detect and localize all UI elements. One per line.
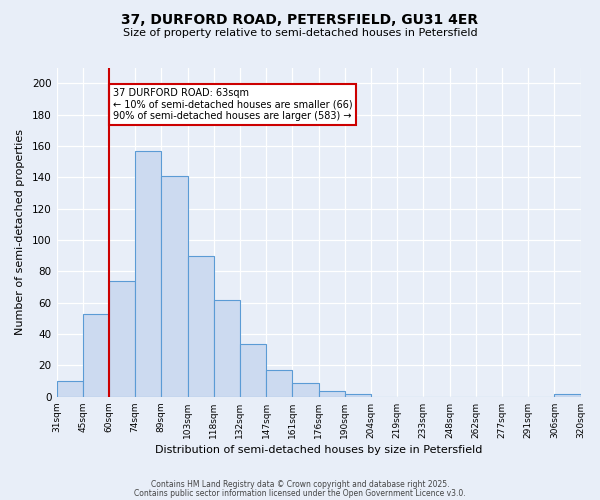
Bar (56, 381, 83, 397)
Bar (161, 176, 188, 397)
Text: Size of property relative to semi-detached houses in Petersfield: Size of property relative to semi-detach… (122, 28, 478, 38)
Bar (266, 370, 292, 397)
Text: Contains public sector information licensed under the Open Government Licence v3: Contains public sector information licen… (134, 488, 466, 498)
Bar (214, 300, 240, 397)
Bar (345, 394, 371, 397)
Bar (240, 344, 266, 397)
Bar (188, 256, 214, 397)
Y-axis label: Number of semi-detached properties: Number of semi-detached properties (15, 129, 25, 335)
Bar (109, 281, 135, 397)
Text: 37, DURFORD ROAD, PETERSFIELD, GU31 4ER: 37, DURFORD ROAD, PETERSFIELD, GU31 4ER (121, 12, 479, 26)
Bar (319, 390, 345, 397)
Text: 37 DURFORD ROAD: 63sqm
← 10% of semi-detached houses are smaller (66)
90% of sem: 37 DURFORD ROAD: 63sqm ← 10% of semi-det… (113, 88, 353, 121)
Bar (292, 382, 319, 397)
Bar (554, 394, 581, 397)
Bar (135, 150, 161, 397)
X-axis label: Distribution of semi-detached houses by size in Petersfield: Distribution of semi-detached houses by … (155, 445, 482, 455)
Text: Contains HM Land Registry data © Crown copyright and database right 2025.: Contains HM Land Registry data © Crown c… (151, 480, 449, 489)
Bar (83, 314, 109, 397)
